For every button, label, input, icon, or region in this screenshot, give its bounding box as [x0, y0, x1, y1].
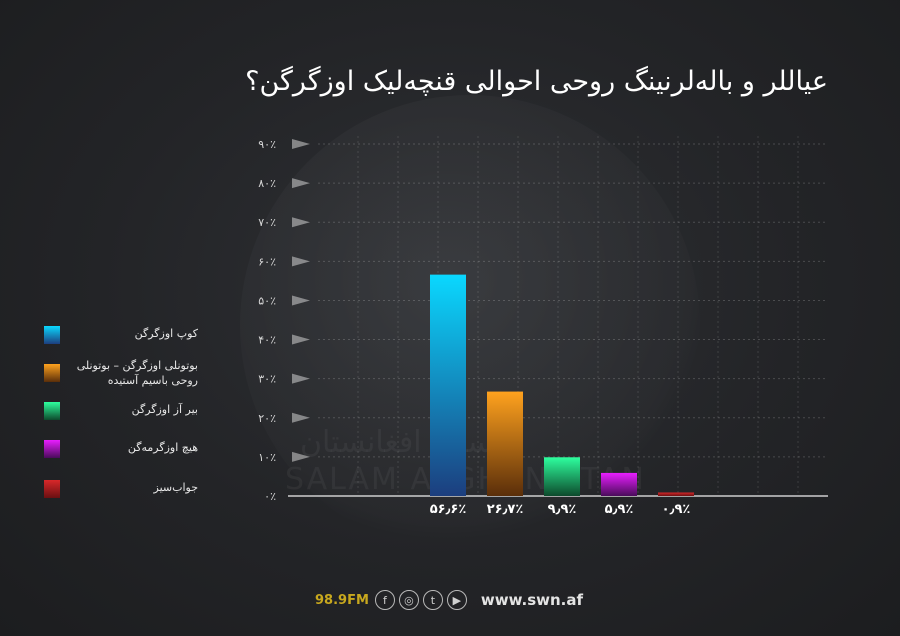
legend-item: جواب‌سيز: [44, 480, 198, 498]
bar: [544, 457, 580, 496]
legend-item: هيچ اوزگرمه‌گن: [44, 440, 198, 458]
y-tick-label: ۱۰٪: [258, 451, 276, 464]
legend-label: جواب‌سيز: [153, 481, 199, 494]
y-tick-marker: [292, 412, 310, 423]
twitter-icon[interactable]: t: [422, 590, 443, 610]
instagram-icon[interactable]: ◎: [398, 590, 419, 610]
legend-swatch: [44, 326, 60, 344]
legend-swatch: [44, 480, 60, 498]
legend-item: بوتونلی اوزگرگن – بوتونلی روحی باسيم آست…: [44, 358, 198, 388]
legend-item: بير آز اوزگرگن: [44, 402, 198, 420]
y-tick-marker: [292, 217, 310, 228]
y-tick-marker: [292, 373, 310, 384]
y-tick-label: ۰٪: [264, 490, 276, 503]
legend-label: بير آز اوزگرگن: [131, 403, 198, 416]
y-tick-label: ۶۰٪: [258, 255, 276, 268]
y-tick-label: ۴۰٪: [258, 334, 276, 347]
legend-swatch: [44, 402, 60, 420]
y-tick-marker: [292, 178, 310, 189]
legend-swatch: [44, 364, 60, 382]
bar-value-label: ۲۶٫۷٪: [487, 502, 524, 517]
legend-label: بوتونلی اوزگرگن – بوتونلی روحی باسيم آست…: [76, 359, 198, 387]
y-tick-marker: [292, 295, 310, 306]
y-tick-label: ۲۰٪: [258, 412, 276, 425]
facebook-icon[interactable]: f: [374, 590, 395, 610]
y-tick-label: ۳۰٪: [258, 373, 276, 386]
bar-value-label: ۹٫۹٪: [548, 502, 577, 517]
legend-label: هيچ اوزگرمه‌گن: [127, 441, 198, 454]
legend-label: کوپ اوزگرگن: [134, 327, 198, 340]
bar: [601, 472, 637, 496]
y-tick-label: ۵۰٪: [258, 294, 276, 307]
y-tick-marker: [292, 334, 310, 345]
bar-value-label: ۵۶٫۶٪: [430, 502, 467, 517]
chart-title: عياللر و باله‌لرنينگ روحی احوالی قنچه‌لي…: [245, 66, 828, 97]
play-icon[interactable]: ▶: [446, 590, 467, 610]
y-tick-marker: [292, 451, 310, 462]
bar: [430, 274, 466, 496]
y-tick-label: ۹۰٪: [258, 138, 276, 151]
footer: 98.9FM f ◎ t ▶ www.swn.af: [315, 588, 583, 612]
y-tick-marker: [292, 256, 310, 267]
bar: [658, 492, 694, 496]
y-tick-label: ۸۰٪: [258, 177, 276, 190]
y-tick-label: ۷۰٪: [258, 216, 276, 229]
website-link[interactable]: www.swn.af: [480, 591, 584, 609]
bar: [487, 391, 523, 496]
legend-item: کوپ اوزگرگن: [44, 326, 198, 344]
y-tick-marker: [292, 139, 310, 149]
bar-value-label: ۰٫۹٪: [662, 502, 691, 517]
legend-swatch: [44, 440, 60, 458]
radio-frequency: 98.9FM: [315, 592, 369, 608]
bar-value-label: ۵٫۹٪: [605, 502, 634, 517]
